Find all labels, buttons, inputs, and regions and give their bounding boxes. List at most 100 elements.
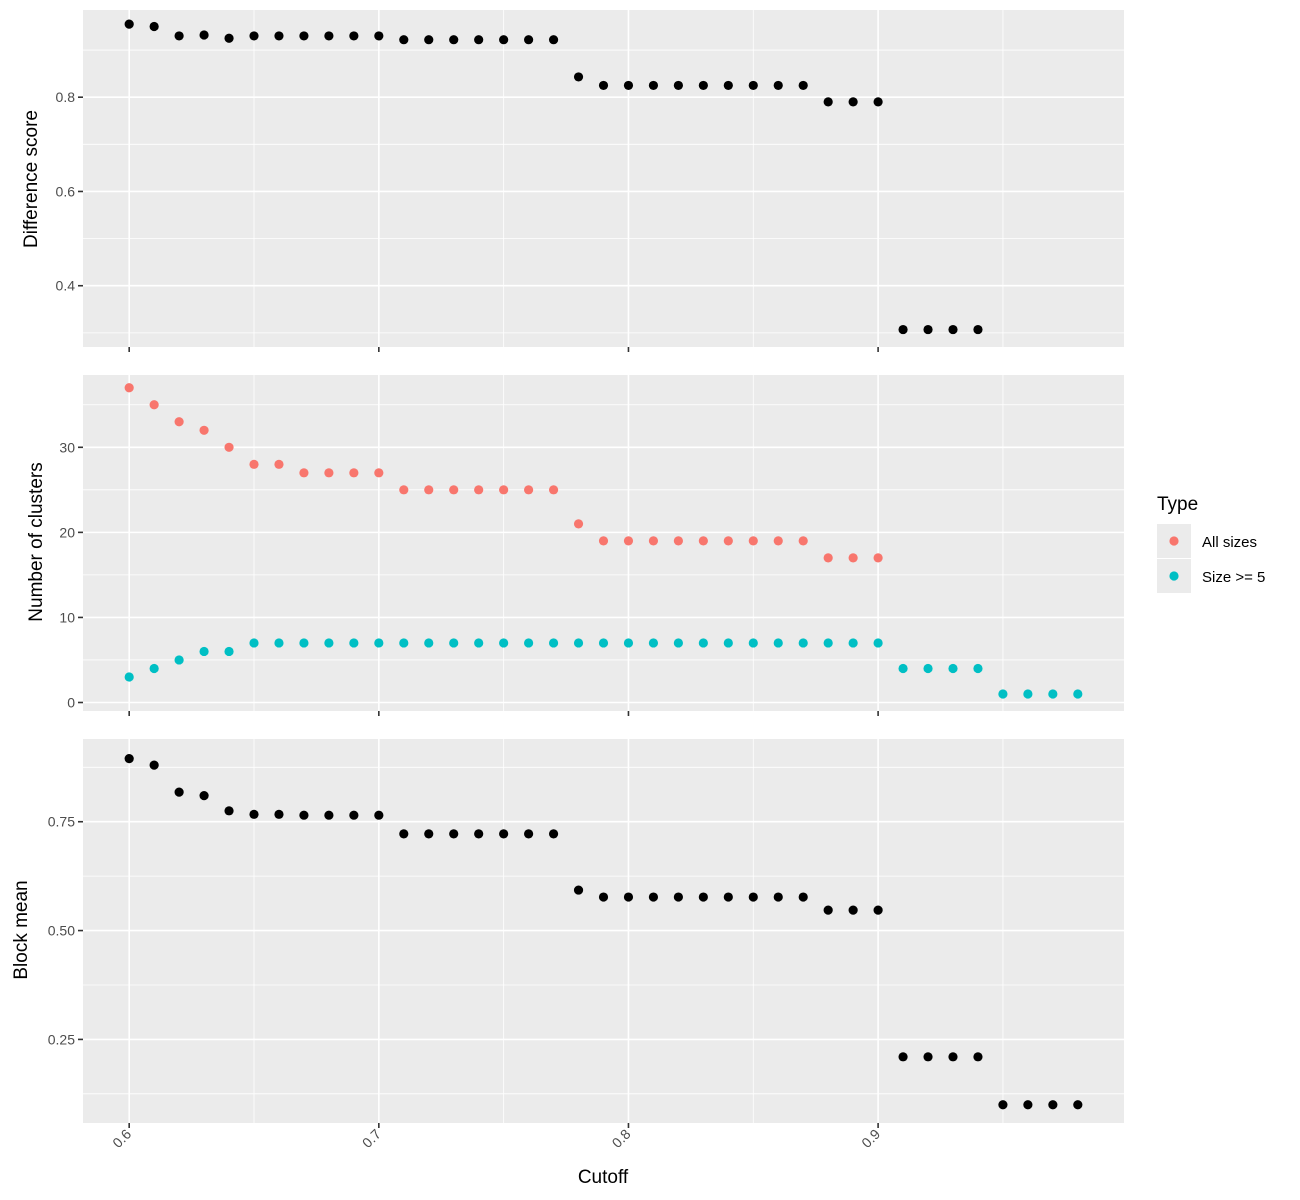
data-point <box>673 638 683 648</box>
data-point <box>573 885 584 895</box>
data-point <box>524 35 534 45</box>
data-point <box>374 810 384 820</box>
data-point <box>948 324 958 335</box>
data-point <box>174 655 184 665</box>
data-point <box>1023 1100 1033 1110</box>
data-point <box>299 31 309 41</box>
data-point <box>524 485 534 495</box>
legend-title: Type <box>1157 494 1198 515</box>
data-point <box>124 19 134 29</box>
data-point <box>299 638 309 648</box>
data-point <box>598 892 609 902</box>
data-point <box>149 663 159 674</box>
x-tick-label: 0.6 <box>109 1126 134 1151</box>
data-point <box>199 646 209 657</box>
y-tick-label: 0.50 <box>48 923 75 939</box>
data-point <box>499 485 509 495</box>
data-point <box>648 638 659 648</box>
data-point <box>1073 689 1083 699</box>
data-point <box>174 417 184 427</box>
data-point <box>548 35 559 45</box>
data-point <box>773 536 783 546</box>
data-point <box>399 485 409 495</box>
data-point <box>324 810 334 820</box>
data-point <box>274 31 284 41</box>
x-axis-title-cutoff: Cutoff <box>578 1167 629 1188</box>
data-point <box>598 536 609 546</box>
data-point <box>474 35 484 45</box>
data-point <box>249 638 259 648</box>
data-point <box>823 638 833 648</box>
data-point <box>948 663 958 674</box>
data-point <box>149 21 159 32</box>
data-point <box>349 468 359 478</box>
data-point <box>798 638 808 648</box>
data-point <box>499 638 509 648</box>
y-tick-label: 0.75 <box>48 814 75 830</box>
data-point <box>673 536 683 546</box>
y-tick-label: 0 <box>67 694 75 710</box>
data-point <box>424 35 434 45</box>
panel-background <box>83 10 1124 347</box>
data-point <box>548 829 559 839</box>
data-point <box>648 80 659 91</box>
data-point <box>199 790 209 801</box>
data-point <box>798 80 808 91</box>
data-point <box>349 31 359 41</box>
legend-key-all-sizes-dot <box>1169 536 1179 546</box>
data-point <box>648 892 659 902</box>
y-tick-label: 0.6 <box>56 183 76 199</box>
data-point <box>573 519 584 529</box>
x-tick-label: 0.7 <box>359 1126 384 1151</box>
data-point <box>848 905 858 915</box>
data-point <box>474 829 484 839</box>
data-point <box>873 905 883 915</box>
data-point <box>748 638 758 648</box>
data-point <box>648 536 659 546</box>
data-point <box>773 892 783 902</box>
data-point <box>249 459 259 469</box>
data-point <box>623 80 634 91</box>
data-point <box>249 809 259 819</box>
data-point <box>449 829 459 839</box>
data-point <box>424 829 434 839</box>
data-point <box>524 829 534 839</box>
data-point <box>848 638 858 648</box>
data-point <box>224 646 234 657</box>
data-point <box>199 30 209 40</box>
data-point <box>1048 689 1058 699</box>
data-point <box>898 663 908 674</box>
y-tick-label: 30 <box>59 439 75 455</box>
data-point <box>499 829 509 839</box>
panel-number-of-clusters: 0 10 20 30 Number of clusters <box>26 375 1124 716</box>
data-point <box>374 638 384 648</box>
data-point <box>299 810 309 820</box>
data-point <box>748 80 758 91</box>
data-point <box>524 638 534 648</box>
data-point <box>698 80 708 91</box>
x-tick-label: 0.8 <box>609 1126 634 1151</box>
data-point <box>573 72 584 82</box>
y-tick-label: 10 <box>59 609 75 625</box>
data-point <box>898 324 908 335</box>
data-point <box>149 400 159 410</box>
y-axis-title-number-of-clusters: Number of clusters <box>26 462 47 621</box>
data-point <box>623 892 634 902</box>
data-point <box>349 638 359 648</box>
data-point <box>723 892 733 902</box>
data-point <box>424 485 434 495</box>
data-point <box>324 31 334 41</box>
data-point <box>449 35 459 45</box>
data-point <box>424 638 434 648</box>
legend: Type All sizes Size >= 5 <box>1157 494 1265 593</box>
data-point <box>848 553 858 563</box>
data-point <box>998 689 1008 699</box>
data-point <box>548 638 559 648</box>
data-point <box>673 892 683 902</box>
data-point <box>324 638 334 648</box>
data-point <box>399 829 409 839</box>
y-tick-label: 0.4 <box>56 278 76 294</box>
data-point <box>723 80 733 91</box>
data-point <box>499 35 509 45</box>
data-point <box>773 80 783 91</box>
